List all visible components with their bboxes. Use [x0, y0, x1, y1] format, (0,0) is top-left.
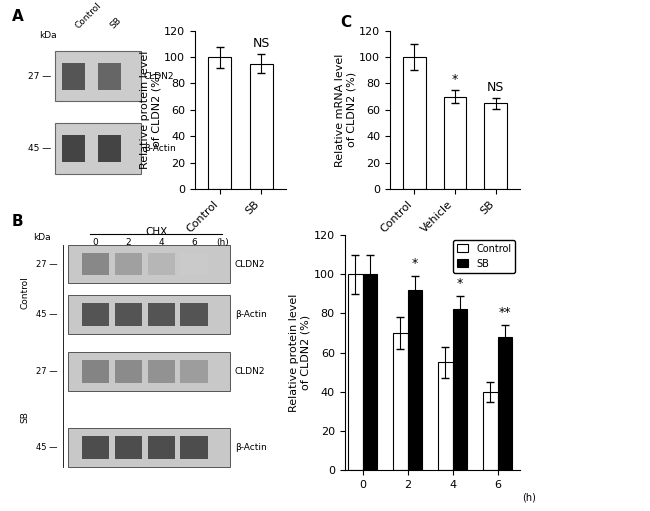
Text: *: *	[457, 277, 463, 290]
Bar	[68, 428, 230, 467]
Bar	[497, 337, 512, 470]
Text: 6: 6	[192, 238, 198, 247]
Bar	[114, 436, 142, 459]
Legend: Control, SB: Control, SB	[453, 240, 515, 272]
Text: (h): (h)	[522, 493, 536, 502]
Text: B: B	[12, 214, 23, 229]
Text: C: C	[341, 15, 352, 30]
Bar	[403, 57, 426, 189]
Bar	[393, 333, 408, 470]
Text: CHX: CHX	[145, 227, 168, 238]
Bar	[114, 253, 142, 275]
Text: **: **	[499, 306, 511, 319]
Bar	[181, 253, 209, 275]
Bar	[348, 274, 363, 470]
Bar	[68, 353, 230, 391]
Bar	[483, 392, 497, 470]
Bar	[82, 436, 109, 459]
Text: 27 —: 27 —	[28, 72, 51, 81]
Bar	[114, 360, 142, 383]
Text: SB: SB	[20, 411, 29, 424]
Text: 27 —: 27 —	[36, 260, 57, 269]
Bar	[181, 360, 209, 383]
Bar	[62, 63, 85, 89]
Bar	[82, 253, 109, 275]
Bar	[68, 295, 230, 334]
Y-axis label: Relative protein level
of CLDN2 (%): Relative protein level of CLDN2 (%)	[289, 293, 311, 412]
Text: CLDN2: CLDN2	[235, 367, 265, 376]
Bar	[444, 97, 466, 189]
Text: β-Actin: β-Actin	[235, 310, 266, 319]
Text: CLDN2: CLDN2	[144, 72, 174, 81]
Text: CLDN2: CLDN2	[235, 260, 265, 269]
Text: A: A	[12, 9, 24, 24]
Bar	[408, 290, 422, 470]
Text: 27 —: 27 —	[36, 367, 57, 376]
Text: *: *	[452, 73, 458, 86]
Text: NS: NS	[487, 81, 504, 94]
Bar	[181, 303, 209, 326]
Text: NS: NS	[252, 37, 270, 51]
Bar	[363, 274, 377, 470]
Bar	[82, 360, 109, 383]
Bar	[209, 57, 231, 189]
Bar	[148, 303, 176, 326]
Text: C3G: C3G	[464, 250, 486, 260]
Text: *: *	[411, 258, 418, 270]
Text: Control: Control	[20, 276, 29, 309]
Text: kDa: kDa	[34, 233, 51, 242]
Text: 45 —: 45 —	[28, 144, 51, 153]
Bar	[148, 253, 176, 275]
Text: 2: 2	[125, 238, 131, 247]
Text: (h): (h)	[216, 238, 229, 247]
Text: 45 —: 45 —	[36, 310, 57, 319]
Text: kDa: kDa	[39, 31, 57, 40]
Bar	[98, 63, 121, 89]
Text: 45 —: 45 —	[36, 443, 57, 452]
Bar	[452, 310, 467, 470]
Text: Control: Control	[74, 1, 103, 31]
Bar	[181, 436, 209, 459]
Text: β-Actin: β-Actin	[144, 144, 176, 153]
Text: β-Actin: β-Actin	[235, 443, 266, 452]
Bar	[55, 123, 141, 174]
Bar	[148, 436, 176, 459]
Bar	[98, 135, 121, 162]
Bar	[55, 51, 141, 101]
Bar	[148, 360, 176, 383]
Bar	[114, 303, 142, 326]
Bar	[82, 303, 109, 326]
Text: SB: SB	[108, 16, 123, 31]
Bar	[250, 64, 272, 189]
Bar	[68, 245, 230, 283]
Bar	[438, 362, 452, 470]
Y-axis label: Relative protein level
of CLDN2 (%): Relative protein level of CLDN2 (%)	[140, 51, 161, 169]
Y-axis label: Relative mRNA level
of CLDN2 (%): Relative mRNA level of CLDN2 (%)	[335, 53, 356, 167]
Bar	[484, 103, 507, 189]
Text: 0: 0	[93, 238, 98, 247]
Bar	[62, 135, 85, 162]
Text: 4: 4	[159, 238, 164, 247]
